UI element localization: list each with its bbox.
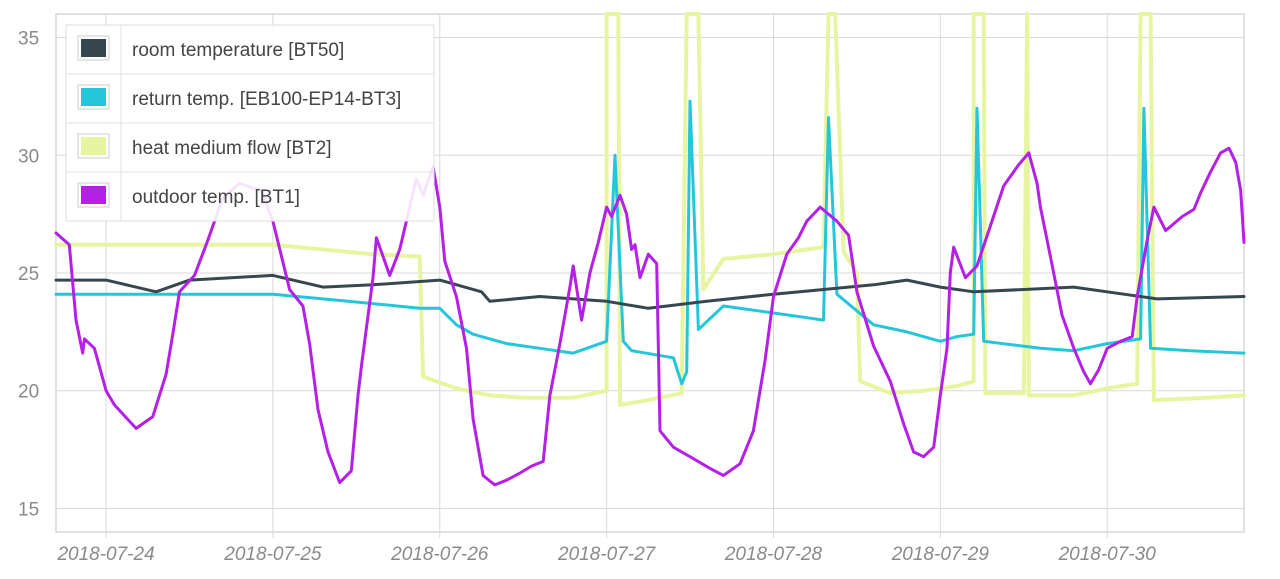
legend-swatch <box>81 88 106 106</box>
series-line-heat <box>54 12 1246 407</box>
legend-swatch <box>81 39 106 57</box>
x-tick-label: 2018-07-30 <box>1058 544 1157 565</box>
x-tick-label: 2018-07-28 <box>724 544 823 565</box>
y-tick-label: 30 <box>18 146 39 167</box>
axis-layer: 15 20 25 30 35 2018-07-24 2018-07-25 2018-07-26… <box>18 29 1156 565</box>
y-tick-label: 35 <box>18 29 39 50</box>
legend-swatch <box>81 137 106 155</box>
legend-label: room temperature [BT50] <box>132 40 344 61</box>
series-line-outdoor <box>54 146 1246 487</box>
legend-swatch <box>81 186 106 204</box>
y-tick-label: 15 <box>18 499 39 520</box>
legend-label: return temp. [EB100-EP14-BT3] <box>132 89 401 110</box>
legend: room temperature [BT50] return temp. [EB1… <box>65 24 435 222</box>
x-tick-label: 2018-07-25 <box>223 544 322 565</box>
series-layer <box>54 12 1246 487</box>
legend-label: outdoor temp. [BT1] <box>132 187 300 208</box>
x-tick-label: 2018-07-24 <box>56 544 154 565</box>
x-tick-label: 2018-07-29 <box>891 544 990 565</box>
y-tick-label: 25 <box>18 264 39 285</box>
y-tick-label: 20 <box>18 382 39 403</box>
legend-label: heat medium flow [BT2] <box>132 138 332 159</box>
x-tick-label: 2018-07-27 <box>557 544 657 565</box>
series-line-room <box>54 273 1246 310</box>
series-line-return <box>54 99 1246 386</box>
x-tick-label: 2018-07-26 <box>390 544 489 565</box>
